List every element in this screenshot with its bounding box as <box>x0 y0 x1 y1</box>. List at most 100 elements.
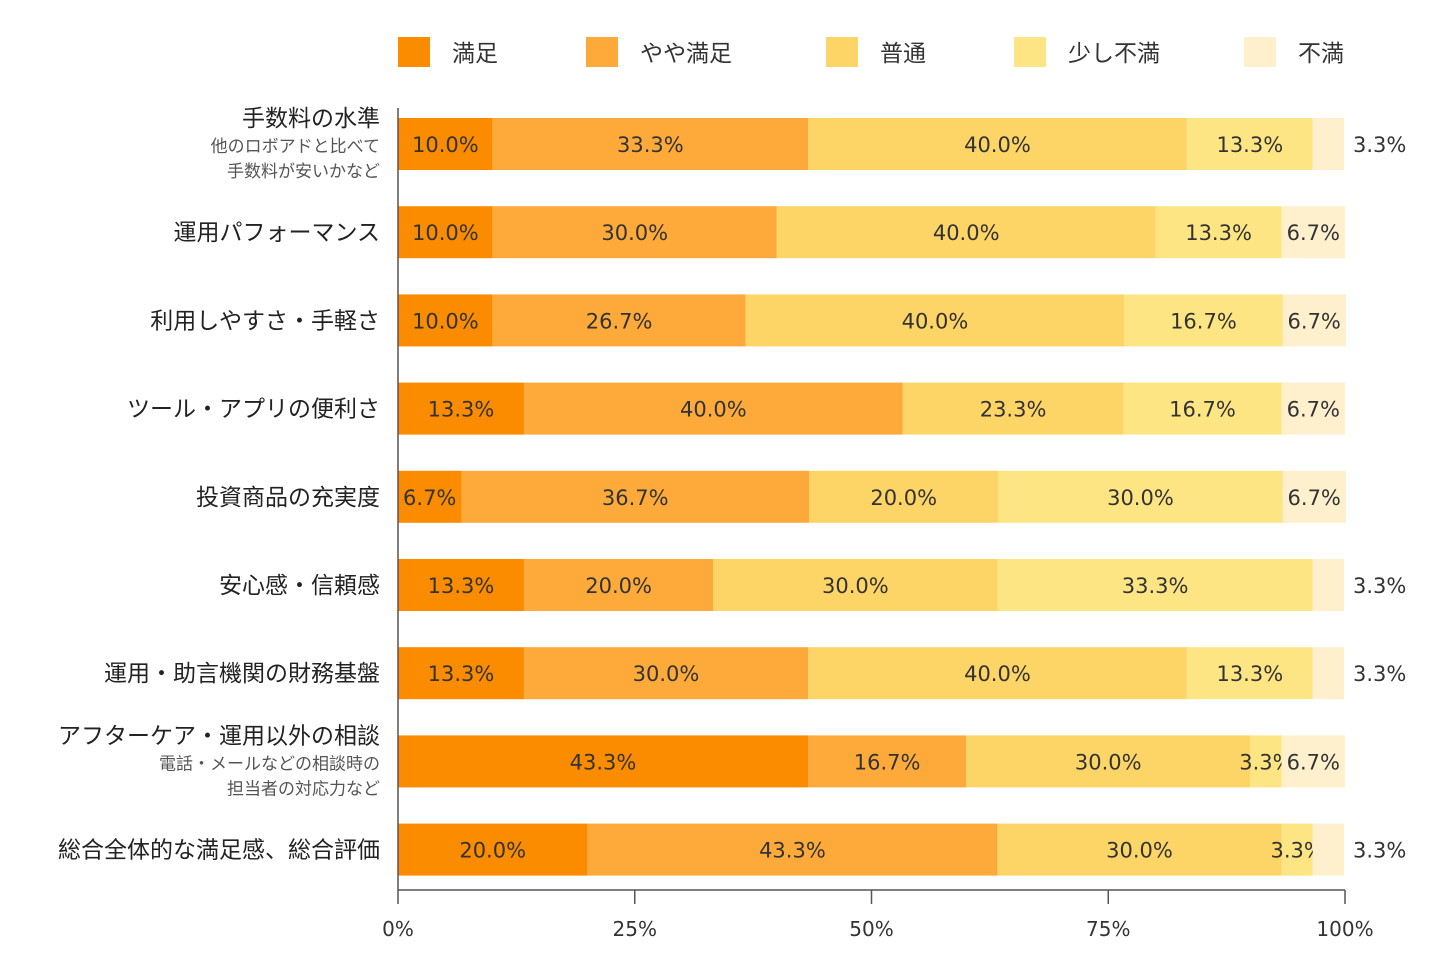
data-label: 16.7% <box>854 750 921 774</box>
legend-swatch <box>398 37 430 67</box>
category-label: 運用・助言機関の財務基盤 <box>104 661 380 687</box>
category-label: 総合全体的な満足感、総合評価 <box>58 838 380 864</box>
bar-segment <box>1281 823 1313 876</box>
bar-row: 13.3% 40.0% 23.3% 16.7% 6.7% <box>398 382 1345 435</box>
legend-label: やや満足 <box>640 41 732 67</box>
bar-segment <box>1186 647 1313 700</box>
legend-label: 少し不満 <box>1068 41 1160 67</box>
x-tick-label: 0% <box>382 917 414 941</box>
data-label: 6.7% <box>1288 309 1341 333</box>
legend-item: 普通 <box>826 37 926 67</box>
data-label: 10.0% <box>412 309 479 333</box>
category-label: 運用パフォーマンス <box>173 220 380 246</box>
data-label: 43.3% <box>759 839 826 863</box>
bar-segment <box>523 382 903 435</box>
bar-segment <box>398 823 588 876</box>
data-label: 40.0% <box>964 662 1031 686</box>
data-label: 43.3% <box>570 750 637 774</box>
bar-segment <box>1282 294 1346 347</box>
bar-segment <box>998 470 1283 523</box>
bar-segment <box>398 647 524 700</box>
data-label: 13.3% <box>1185 221 1252 245</box>
legend-label: 不満 <box>1298 41 1344 67</box>
data-label: 30.0% <box>1075 750 1142 774</box>
bar-segment <box>808 470 999 523</box>
bar-row: 10.0% 26.7% 40.0% 16.7% 6.7% <box>398 294 1346 347</box>
bar-segment <box>587 823 998 876</box>
data-label: 33.3% <box>1122 574 1189 598</box>
bar-segment <box>776 206 1156 259</box>
bar-segment <box>1312 559 1345 611</box>
bar-row: 13.3% 30.0% 40.0% 13.3% 3.3% <box>398 647 1406 700</box>
category-title: 手数料の水準 <box>242 106 380 132</box>
x-tick-label: 50% <box>849 917 893 941</box>
category-title: 投資商品の充実度 <box>196 485 380 511</box>
legend-label: 普通 <box>880 41 926 67</box>
bar-segment <box>1312 647 1345 700</box>
bar-segment <box>1281 206 1345 259</box>
category-label: 投資商品の充実度 <box>196 485 380 511</box>
data-label: 6.7% <box>1287 221 1340 245</box>
category-subtitle: 担当者の対応力など <box>227 779 380 799</box>
bar-segment <box>461 470 809 523</box>
legend-swatch <box>826 37 858 67</box>
bar-segment <box>808 118 1187 170</box>
bar-row: 43.3% 16.7% 30.0% 3.3%6.7% <box>398 735 1345 788</box>
data-label: 20.0% <box>585 574 652 598</box>
bar-segment <box>398 559 524 611</box>
bar-segment <box>997 559 1313 611</box>
bar-segment <box>1281 382 1345 435</box>
category-subtitle: 手数料が安いかなど <box>227 162 380 182</box>
data-label: 13.3% <box>428 398 495 422</box>
legend-swatch <box>1244 37 1276 67</box>
data-label: 20.0% <box>870 486 937 510</box>
bar-segment <box>398 470 462 523</box>
legend-item: 少し不満 <box>1014 37 1160 67</box>
legend-swatch <box>586 37 618 67</box>
bar-segment <box>997 823 1282 876</box>
data-label: 3.3% <box>1353 574 1406 598</box>
data-label: 13.3% <box>428 574 495 598</box>
data-label: 33.3% <box>617 133 684 157</box>
data-label: 30.0% <box>1106 839 1173 863</box>
data-label: 23.3% <box>980 398 1047 422</box>
x-axis: 0% 25% 50% 75% 100% <box>382 108 1374 941</box>
data-label: 10.0% <box>412 221 479 245</box>
data-label: 13.3% <box>1216 133 1283 157</box>
category-label: ツール・アプリの便利さ <box>127 397 380 423</box>
legend-item: 不満 <box>1244 37 1344 67</box>
bar-row: 10.0% 33.3% 40.0% 13.3% 3.3% <box>398 118 1406 170</box>
data-label: 40.0% <box>680 398 747 422</box>
category-title: 利用しやすさ・手軽さ <box>150 308 380 334</box>
bar-segment <box>398 206 493 259</box>
bar-segment <box>1123 382 1282 435</box>
data-label: 40.0% <box>964 133 1031 157</box>
bar-segment <box>1312 118 1345 170</box>
bar-segment <box>398 735 809 788</box>
bar-segment <box>1281 735 1345 788</box>
x-tick-label: 100% <box>1316 917 1373 941</box>
bar-segment <box>1124 294 1283 347</box>
bar-segment <box>745 294 1125 347</box>
data-label: 6.7% <box>1287 398 1340 422</box>
bar-segment <box>398 118 493 170</box>
category-labels: 手数料の水準他のロボアドと比べて手数料が安いかなど運用パフォーマンス利用しやすさ… <box>58 106 380 864</box>
data-label: 6.7% <box>403 486 456 510</box>
data-label: 3.3% <box>1353 133 1406 157</box>
bar-segment <box>1186 118 1313 170</box>
category-title: アフターケア・運用以外の相談 <box>58 723 380 749</box>
data-label: 13.3% <box>428 662 495 686</box>
bars: 10.0% 33.3% 40.0% 13.3% 3.3% 10.0% 30.0% 40.0% 1… <box>398 118 1406 876</box>
bar-segment <box>492 118 809 170</box>
category-title: 安心感・信頼感 <box>219 573 380 599</box>
data-label: 40.0% <box>902 309 969 333</box>
category-title: ツール・アプリの便利さ <box>127 397 380 423</box>
x-tick-label: 75% <box>1086 917 1130 941</box>
data-label: 13.3% <box>1216 662 1283 686</box>
data-label: 30.0% <box>633 662 700 686</box>
bar-segment <box>808 735 967 788</box>
category-title: 総合全体的な満足感、総合評価 <box>58 838 380 864</box>
bar-segment <box>808 647 1187 700</box>
